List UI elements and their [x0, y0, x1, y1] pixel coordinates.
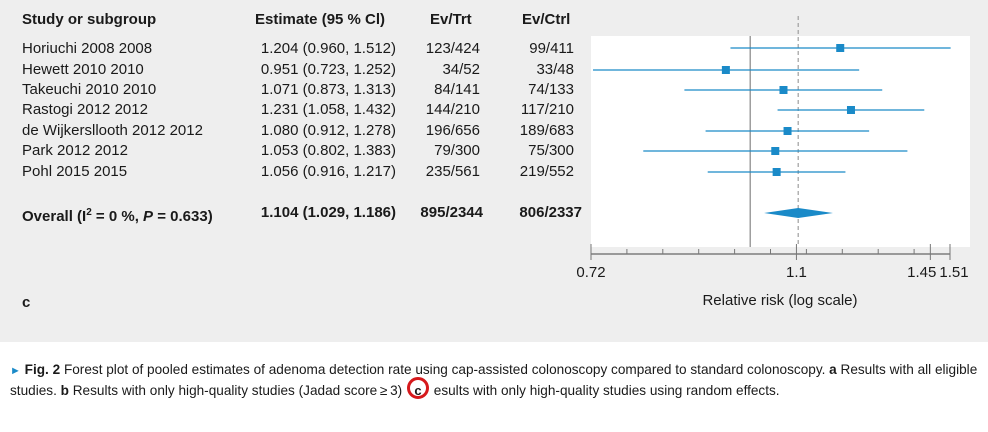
study-estimate: 1.056 (0.916, 1.217) [260, 163, 396, 180]
point-estimate-square [771, 147, 780, 155]
study-estimate: 1.204 (0.960, 1.512) [260, 40, 396, 57]
header-ev-ctrl: Ev/Ctrl [522, 11, 571, 28]
overall-label-mid: = 0 %, [91, 208, 144, 225]
study-estimate: 1.071 (0.873, 1.313) [260, 81, 396, 98]
study-ev-ctrl: 219/552 [519, 163, 574, 180]
study-estimate: 1.053 (0.802, 1.383) [260, 142, 396, 159]
caption-arrow-icon: ► [10, 365, 21, 377]
study-name: Pohl 2015 2015 [22, 163, 128, 180]
header-study: Study or subgroup [22, 11, 157, 28]
overall-label-p: P [143, 208, 154, 225]
study-ev-ctrl: 117/210 [520, 101, 574, 118]
overall-label: Overall (I2 = 0 %, P = 0.633) [22, 203, 213, 227]
panel-letter: c [22, 294, 31, 311]
figure-caption: ► Fig. 2 Forest plot of pooled estimates… [10, 360, 978, 400]
overall-label-prefix: Overall (I [22, 208, 87, 225]
caption-text-3: Results with only high-quality studies (… [68, 383, 406, 398]
point-estimate-square [783, 127, 792, 135]
study-ev-trt: 84/141 [434, 81, 480, 98]
study-estimate: 0.951 (0.723, 1.252) [260, 61, 396, 78]
forest-plot-chart [590, 16, 951, 260]
caption-fig-label: Fig. 2 [24, 362, 61, 377]
overall-ev-ctrl: 806/2337 [519, 204, 582, 221]
study-ev-ctrl: 33/48 [536, 61, 574, 78]
study-ev-trt: 144/210 [425, 101, 480, 118]
study-name: Hewett 2010 2010 [22, 61, 144, 78]
study-ev-trt: 79/300 [434, 142, 480, 159]
study-ev-trt: 34/52 [442, 61, 480, 78]
study-ev-ctrl: 99/411 [529, 40, 574, 57]
study-ev-trt: 123/424 [425, 40, 480, 57]
study-name: de Wijkersllooth 2012 2012 [22, 122, 203, 139]
study-ev-ctrl: 75/300 [528, 142, 574, 159]
point-estimate-square [721, 66, 730, 74]
overall-diamond [764, 208, 833, 218]
caption-text-4: esults with only high-quality studies us… [429, 383, 780, 398]
caption-text-1: Forest plot of pooled estimates of adeno… [60, 362, 830, 377]
point-estimate-square [779, 86, 788, 94]
x-tick-label: 1.1 [786, 264, 807, 281]
study-name: Park 2012 2012 [22, 142, 128, 159]
point-estimate-square [772, 168, 781, 176]
study-ev-ctrl: 74/133 [528, 81, 574, 98]
overall-label-sup: 2 [86, 207, 92, 218]
study-ev-trt: 196/656 [425, 122, 480, 139]
x-tick-label: 1.45 [907, 264, 937, 281]
caption-text-2: Results with all eligible studies. [10, 362, 978, 398]
study-ev-ctrl: 189/683 [519, 122, 574, 139]
caption-label-b: b [60, 383, 69, 398]
overall-ev-trt: 895/2344 [420, 204, 483, 221]
overall-label-end: = 0.633) [153, 208, 213, 225]
header-ev-trt: Ev/Trt [430, 11, 472, 28]
header-estimate: Estimate (95 % Cl) [255, 11, 386, 28]
study-name: Takeuchi 2010 2010 [22, 81, 157, 98]
x-tick-label: 1.51 [939, 264, 969, 281]
study-ev-trt: 235/561 [425, 163, 480, 180]
overall-estimate: 1.104 (1.029, 1.186) [260, 204, 396, 221]
study-estimate: 1.080 (0.912, 1.278) [260, 122, 396, 139]
point-estimate-square [836, 44, 845, 52]
caption-label-c-highlighted: c [406, 377, 429, 399]
caption-label-a: a [829, 362, 837, 377]
point-estimate-square [846, 106, 855, 114]
x-axis-label: Relative risk (log scale) [702, 292, 858, 309]
study-estimate: 1.231 (1.058, 1.432) [260, 101, 396, 118]
x-tick-label: 0.72 [576, 264, 606, 281]
study-name: Rastogi 2012 2012 [22, 101, 148, 118]
study-name: Horiuchi 2008 2008 [22, 40, 153, 57]
